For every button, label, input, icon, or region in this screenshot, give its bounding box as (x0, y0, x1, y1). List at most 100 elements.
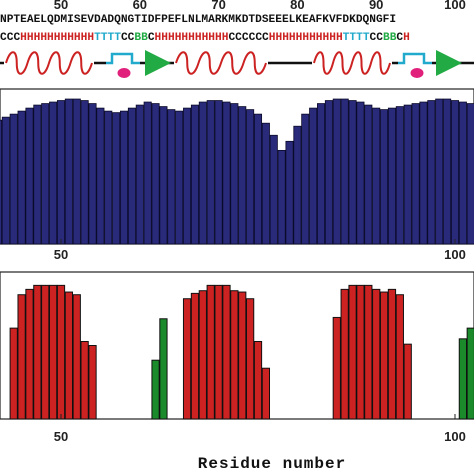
helix-propensity-bar (403, 343, 412, 420)
helix-propensity-bar (395, 294, 404, 420)
helix-propensity-bar (356, 284, 365, 420)
flexibility-bar (380, 109, 389, 245)
ss-char: C (396, 32, 403, 44)
flexibility-bar (387, 107, 396, 245)
ss-char: H (282, 32, 289, 44)
flexibility-bar (9, 113, 18, 245)
helix-propensity-bar (48, 284, 58, 420)
ss-char: H (323, 32, 330, 44)
ss-char: B (141, 32, 148, 44)
ss-char: H (168, 32, 175, 44)
ss-char: C (255, 32, 262, 44)
flexibility-bar (151, 103, 160, 245)
secondary-structure-cartoon (0, 50, 474, 78)
flexibility-bar (104, 110, 113, 245)
helix-propensity-bar (41, 284, 50, 420)
ss-char: H (188, 32, 195, 44)
helix-propensity-bar (372, 288, 381, 420)
flexibility-bar (450, 100, 460, 245)
ss-char: C (228, 32, 235, 44)
turn-shape (106, 52, 140, 66)
flexibility-bar (411, 103, 420, 245)
helix-propensity-bar (17, 294, 26, 420)
flexibility-bar (332, 98, 341, 245)
flexibility-bar (206, 100, 215, 245)
flexibility-bar (80, 100, 89, 245)
ss-char: H (195, 32, 202, 44)
ss-char: C (148, 32, 155, 44)
panel-1-bars (0, 98, 474, 245)
flexibility-bar (277, 149, 286, 245)
panel-2-tick-label: 50 (54, 429, 68, 444)
helix-propensity-bar (364, 284, 373, 420)
ss-char: C (7, 32, 14, 44)
flexibility-bar (159, 106, 168, 245)
panel-2-tick-label: 100 (444, 429, 466, 444)
ss-char: C (376, 32, 383, 44)
sequence-residues: NPTEAELQDMISEVDADQNGTIDFPEFLNLMARKMKDTDS… (0, 14, 396, 26)
helix-propensity-bar (9, 327, 18, 420)
sequence-secondary-structure: CCCHHHHHHHHHHHTTTTCCBBCHHHHHHHHHHHCCCCCC… (0, 32, 410, 44)
flexibility-bar (96, 107, 105, 245)
top-tick-label: 70 (211, 0, 225, 12)
ss-char: H (275, 32, 282, 44)
ss-char: C (235, 32, 242, 44)
helix-propensity-bar (379, 291, 389, 420)
helix-propensity-bar (80, 340, 89, 420)
ss-char: T (114, 32, 121, 44)
panel-1-tick-label: 50 (54, 247, 68, 262)
helix-propensity-bar (222, 284, 231, 420)
helix-propensity-bar (348, 284, 357, 420)
ss-char: H (155, 32, 162, 44)
flexibility-bar (348, 100, 357, 245)
helix-propensity-bar (206, 284, 215, 420)
flexibility-bar (443, 98, 452, 245)
top-tick-label: 90 (369, 0, 383, 12)
flexibility-bar (112, 112, 121, 245)
helix-propensity-bar (261, 367, 271, 420)
helix-propensity-bar (387, 288, 397, 420)
flexibility-bar (41, 103, 50, 245)
flexibility-bar (317, 103, 326, 245)
strand-arrow (145, 50, 171, 76)
ss-char: T (356, 32, 363, 44)
flexibility-bar (49, 101, 58, 245)
ss-char: H (309, 32, 316, 44)
ss-char: H (60, 32, 67, 44)
flexibility-bar (403, 104, 412, 245)
ss-char: H (27, 32, 34, 44)
helix-propensity-bar (88, 345, 97, 420)
flexibility-bar (1, 116, 10, 245)
helix-propensity-bar (72, 294, 81, 420)
ss-char: C (128, 32, 135, 44)
flexibility-bar (285, 140, 294, 245)
flexibility-bar (419, 101, 428, 245)
helix-propensity-bar (230, 290, 239, 420)
helix-propensity-bar (33, 284, 42, 420)
ss-char: H (47, 32, 54, 44)
ss-char: H (67, 32, 74, 44)
ss-char: H (34, 32, 41, 44)
flexibility-bar (190, 104, 199, 245)
helix-propensity-bar (332, 316, 341, 420)
flexibility-bar (64, 98, 73, 245)
ss-char: H (81, 32, 88, 44)
strand-propensity-bar (159, 318, 168, 420)
panel-2-bars (9, 284, 474, 420)
flexibility-bar (395, 106, 404, 245)
panel-1-tick-label: 100 (444, 247, 466, 262)
ss-char: H (54, 32, 61, 44)
flexibility-bar (135, 104, 144, 245)
flexibility-bar (183, 107, 192, 245)
flexibility-bar (17, 110, 26, 245)
calcium-ion-dot (410, 68, 424, 78)
flexibility-bar (214, 100, 223, 245)
ss-char: H (215, 32, 222, 44)
ss-char: H (296, 32, 303, 44)
top-tick-label: 60 (133, 0, 147, 12)
ss-char: C (13, 32, 20, 44)
flexibility-bar (167, 109, 176, 245)
flexibility-bar (246, 109, 255, 245)
ss-char: H (222, 32, 229, 44)
